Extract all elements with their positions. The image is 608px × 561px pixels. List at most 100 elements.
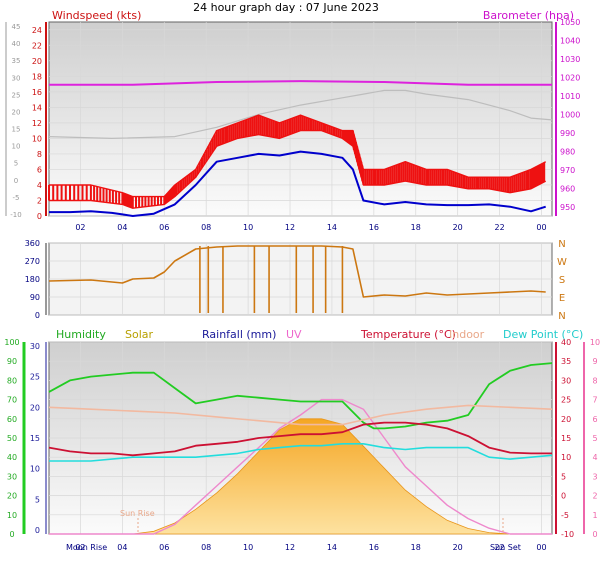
humidity-y-tick: 50	[7, 434, 17, 443]
baro-y-tick: 1050	[560, 18, 580, 27]
direction-y-tick: 270	[25, 257, 40, 266]
humidity-y-tick: 80	[7, 376, 17, 385]
wind-y-tick: 24	[32, 26, 42, 35]
wind-y-tick: 20	[32, 57, 42, 66]
humidity-line	[48, 362, 553, 430]
uv-y-tick: 1	[592, 511, 597, 520]
wind-y-tick: 4	[37, 181, 42, 190]
wind-x-tick: 00	[536, 223, 546, 232]
climate-x-tick: 08	[201, 543, 211, 552]
uv-y-tick: 4	[592, 453, 597, 462]
wind-y-tick: 0	[37, 212, 42, 221]
wind-x-tick: 20	[453, 223, 463, 232]
temp-y-tick: 40	[561, 338, 571, 347]
temperature-line	[48, 421, 552, 457]
humidity-y-tick: 40	[7, 453, 17, 462]
humidity-y-tick: 60	[7, 415, 17, 424]
rain-y-tick: 10	[30, 465, 40, 474]
wind-kmh-tick: 40	[12, 40, 21, 48]
indoor-label: Indoor	[449, 328, 485, 341]
uv-y-tick: 2	[592, 492, 597, 501]
baro-y-tick: 1030	[560, 55, 580, 64]
climate-x-tick: 06	[159, 543, 169, 552]
uv-y-tick: 9	[592, 357, 597, 366]
temp-y-tick: 25	[561, 396, 571, 405]
wind-y-tick: 10	[32, 134, 42, 143]
wind-gust-band	[48, 115, 546, 209]
temp-y-tick: 5	[561, 472, 566, 481]
uv-y-tick: 7	[592, 396, 597, 405]
uv-y-tick: 6	[592, 415, 597, 424]
wind-kmh-tick: 20	[12, 108, 21, 116]
temp-y-tick: 10	[561, 453, 571, 462]
wind-y-tick: 6	[37, 165, 42, 174]
dewpoint-label: Dew Point (°C)	[503, 328, 583, 341]
climate-x-tick: 18	[411, 543, 421, 552]
baro-y-tick: 1000	[560, 110, 580, 119]
compass-label: W	[557, 257, 567, 268]
wind-y-tick: 2	[37, 196, 42, 205]
temp-y-tick: 35	[561, 357, 571, 366]
sun-rise-label: Sun Rise	[120, 509, 155, 518]
rain-y-tick: 5	[35, 495, 40, 504]
wind-speed-line	[49, 129, 547, 209]
solar-label: Solar	[125, 328, 154, 341]
climate-x-tick: 16	[369, 543, 379, 552]
wind-y-tick: 18	[32, 72, 42, 81]
compass-label: N	[558, 311, 565, 322]
humidity-label: Humidity	[56, 328, 106, 341]
wind-x-tick: 16	[369, 223, 379, 232]
direction-y-tick: 360	[25, 239, 40, 248]
humidity-y-tick: 20	[7, 492, 17, 501]
rain-y-tick: 20	[30, 403, 40, 412]
wind-y-tick: 8	[37, 150, 42, 159]
wind-kmh-tick: 30	[12, 74, 21, 82]
climate-x-tick: 04	[117, 543, 127, 552]
direction-y-tick: 90	[30, 293, 40, 302]
baro-y-tick: 950	[560, 203, 575, 212]
indoor-temp-line	[48, 404, 553, 426]
rainfall-label: Rainfall (mm)	[202, 328, 276, 341]
baro-y-tick: 970	[560, 166, 575, 175]
wind-x-tick: 02	[75, 223, 85, 232]
solar-area	[49, 418, 552, 535]
rain-y-tick: 30	[30, 342, 40, 351]
temp-y-tick: 0	[561, 492, 566, 501]
humidity-y-tick: 100	[4, 338, 19, 347]
sun-set-label: Sun Set	[490, 543, 521, 552]
baro-y-tick: 980	[560, 147, 575, 156]
humidity-y-tick: 0	[9, 530, 14, 539]
compass-label: E	[559, 293, 565, 304]
rain-y-tick: 15	[30, 434, 40, 443]
humidity-y-tick: 90	[7, 357, 17, 366]
climate-x-tick: 22	[495, 543, 505, 552]
wind-kmh-tick: 10	[12, 143, 21, 151]
wind-kmh-tick: 5	[14, 160, 18, 168]
wind-gust-line	[49, 114, 547, 198]
moon-rise-label: Moon Rise	[66, 543, 107, 552]
baro-y-tick: 1010	[560, 92, 580, 101]
wind-x-tick: 18	[411, 223, 421, 232]
baro-y-tick: 990	[560, 129, 575, 138]
climate-x-tick: 12	[285, 543, 295, 552]
temp-y-tick: -10	[561, 530, 574, 539]
uv-label: UV	[286, 328, 302, 341]
barometer-line	[49, 80, 552, 86]
baro-y-tick: 1020	[560, 73, 580, 82]
temp-y-tick: 30	[561, 376, 571, 385]
wind-kmh-tick: -10	[10, 211, 21, 219]
temp-y-tick: 20	[561, 415, 571, 424]
climate-x-tick: 00	[536, 543, 546, 552]
wind-x-tick: 06	[159, 223, 169, 232]
baro-trend-line	[48, 89, 553, 139]
temp-y-tick: 15	[561, 434, 571, 443]
wind-x-tick: 14	[327, 223, 337, 232]
compass-label: N	[558, 239, 565, 250]
wind-kmh-tick: 25	[12, 91, 21, 99]
wind-x-tick: 10	[243, 223, 253, 232]
wind-x-tick: 22	[495, 223, 505, 232]
wind-y-tick: 16	[32, 88, 42, 97]
humidity-y-tick: 70	[7, 396, 17, 405]
baro-y-tick: 1040	[560, 36, 580, 45]
direction-y-tick: 180	[25, 275, 40, 284]
